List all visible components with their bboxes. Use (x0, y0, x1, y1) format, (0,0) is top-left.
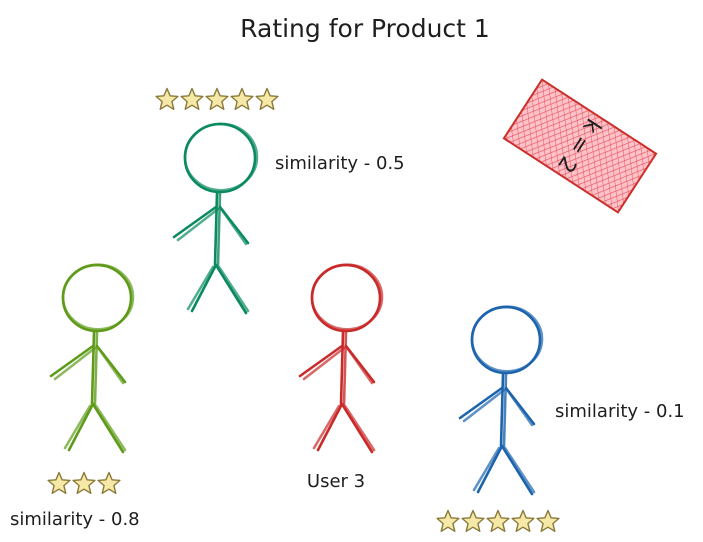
k-parameter-box: k = 2 (502, 78, 658, 214)
star-icon (486, 509, 510, 532)
star-icon (536, 509, 560, 532)
star-icon (205, 87, 229, 110)
similarity-label-top: similarity - 0.5 (275, 153, 405, 174)
star-icon (436, 509, 460, 532)
target-user-label: User 3 (307, 471, 365, 492)
stick-figure-icon (298, 263, 384, 454)
stars-user-top (155, 87, 279, 110)
stick-figure-icon (458, 305, 544, 496)
stick-figure-icon (172, 122, 259, 315)
star-icon (461, 509, 485, 532)
star-icon (47, 471, 71, 494)
star-icon (230, 87, 254, 110)
similarity-label-left: similarity - 0.8 (10, 509, 140, 530)
star-icon (155, 87, 179, 110)
star-icon (72, 471, 96, 494)
stars-user-right (436, 509, 560, 532)
stick-figure-icon (49, 263, 135, 454)
stars-user-left (47, 471, 121, 494)
similarity-label-right: similarity - 0.1 (555, 401, 685, 422)
star-icon (511, 509, 535, 532)
star-icon (97, 471, 121, 494)
star-icon (255, 87, 279, 110)
star-icon (180, 87, 204, 110)
diagram-title: Rating for Product 1 (240, 14, 490, 43)
